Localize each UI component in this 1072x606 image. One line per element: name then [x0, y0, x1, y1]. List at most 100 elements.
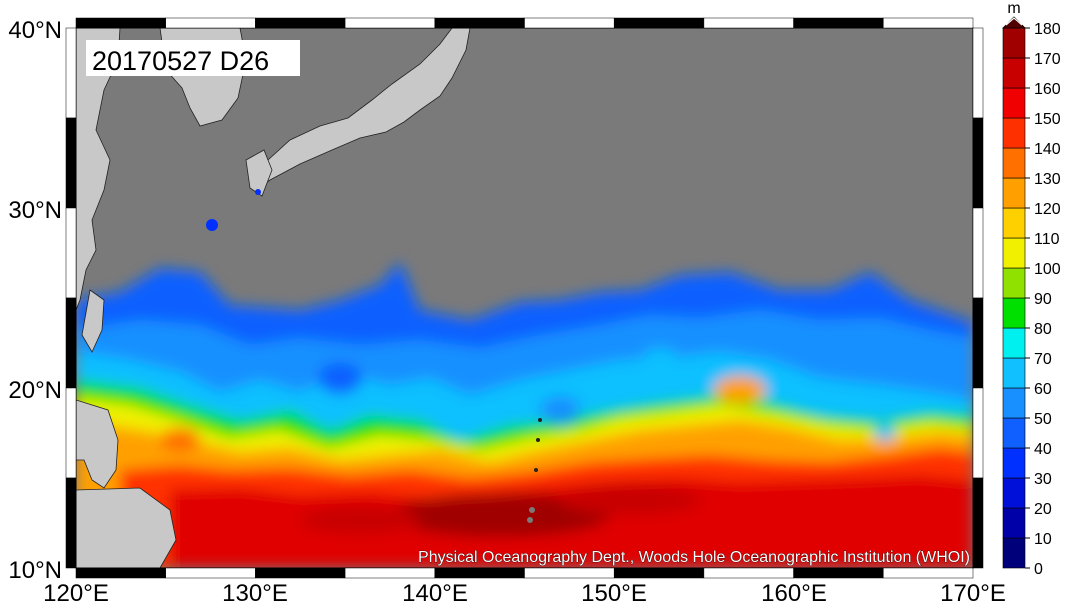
- colorbar-swatch: [1002, 117, 1026, 149]
- lat-label-40: 40°N: [8, 17, 62, 44]
- frame-segment-top: [793, 17, 884, 29]
- depth-patch-eddy-2: [540, 396, 580, 424]
- colorbar-tick-label: 70: [1034, 351, 1052, 368]
- longitude-axis: 120°E 130°E 140°E 150°E 160°E 170°E: [43, 580, 1006, 606]
- frame-segment-top: [613, 17, 705, 29]
- frame-segment-left: [65, 387, 77, 479]
- depth-patch-deep: [390, 493, 610, 537]
- colorbar-ticks: 0 10 20 30 40 50 60 70 80 90 100 110 120 130 140 150 160…: [1025, 21, 1061, 578]
- map-plot-area: 20170527 D26 Physical Oceanography Dept.…: [76, 28, 973, 568]
- frame-segment-top: [524, 17, 615, 29]
- frame-segment-bottom: [344, 567, 436, 579]
- date-label: 20170527 D26: [92, 46, 269, 76]
- frame-segment-top: [344, 17, 436, 29]
- colorbar-swatch: [1002, 507, 1026, 539]
- colorbar-tick-label: 30: [1034, 471, 1052, 488]
- frame-segment-top: [165, 17, 256, 29]
- colorbar-swatch: [1002, 207, 1026, 239]
- colorbar-swatch: [1002, 477, 1026, 509]
- colorbar-unit: m: [1007, 0, 1020, 17]
- colorbar-tick-label: 140: [1034, 141, 1061, 158]
- colorbar-swatch: [1002, 537, 1026, 569]
- frame-segment-top: [703, 17, 794, 29]
- depth-field: [76, 262, 973, 568]
- frame-segment-bottom: [524, 567, 615, 579]
- depth-patch-deep-3: [300, 506, 420, 534]
- colorbar-tick-label: 20: [1034, 501, 1052, 518]
- colorbar-tick-label: 150: [1034, 111, 1061, 128]
- frame-segment-right: [972, 477, 984, 569]
- depth-patch-eddy-4: [875, 423, 895, 441]
- colorbar-swatch: [1002, 447, 1026, 479]
- colorbar-tick-label: 180: [1034, 21, 1061, 38]
- lon-label-140: 140°E: [402, 580, 468, 606]
- frame-segment-left: [65, 117, 77, 209]
- colorbar-tick-label: 110: [1034, 231, 1060, 248]
- frame-segment-bottom: [883, 567, 974, 579]
- frame-segment-bottom: [793, 567, 884, 579]
- land: [76, 28, 471, 568]
- frame-segment-bottom: [703, 567, 794, 579]
- colorbar: m 0 10 20 30 40 50 60 70 80 90 100 110 120 130 140 150 1…: [1002, 0, 1061, 578]
- colorbar-swatch: [1002, 237, 1026, 269]
- frame-segment-right: [972, 207, 984, 299]
- lon-label-120: 120°E: [43, 580, 109, 606]
- lon-label-170: 170°E: [940, 580, 1006, 606]
- colorbar-tick-label: 60: [1034, 381, 1052, 398]
- land-taiwan: [81, 289, 105, 353]
- colorbar-tick-label: 50: [1034, 411, 1052, 428]
- lon-label-130: 130°E: [222, 580, 288, 606]
- lat-label-20: 20°N: [8, 377, 62, 404]
- date-label-box: 20170527 D26: [86, 40, 300, 76]
- colorbar-tick-label: 130: [1034, 171, 1061, 188]
- land-visayas: [76, 487, 177, 568]
- frame-segment-left: [65, 477, 77, 569]
- frame-segment-bottom: [255, 567, 346, 579]
- map-frame: [65, 17, 984, 579]
- frame-segment-top: [883, 17, 974, 29]
- depth-patch-warm-2: [160, 428, 200, 452]
- colorbar-swatches: [1002, 16, 1026, 569]
- frame-segment-right: [972, 387, 984, 479]
- frame-segment-left: [65, 297, 77, 389]
- frame-segment-right: [972, 117, 984, 209]
- lon-label-150: 150°E: [581, 580, 647, 606]
- colorbar-tick-label: 160: [1034, 81, 1061, 98]
- depth-patch-eddy-3: [642, 348, 678, 372]
- frame-segment-left: [65, 27, 77, 119]
- colorbar-extend-arrow: [1005, 17, 1023, 26]
- colorbar-swatch: [1002, 177, 1026, 209]
- frame-segment-bottom: [613, 567, 705, 579]
- colorbar-tick-label: 100: [1034, 261, 1061, 278]
- lat-label-30: 30°N: [8, 197, 62, 224]
- credit-text: Physical Oceanography Dept., Woods Hole …: [418, 549, 970, 566]
- frame-segment-bottom: [434, 567, 525, 579]
- colorbar-swatch: [1002, 387, 1026, 419]
- latitude-axis: 40°N 30°N 20°N 10°N: [8, 17, 62, 584]
- colorbar-tick-label: 120: [1034, 201, 1061, 218]
- colorbar-swatch: [1002, 57, 1026, 89]
- lon-label-160: 160°E: [761, 580, 827, 606]
- colorbar-swatch: [1002, 357, 1026, 389]
- depth-patch-warm: [714, 376, 766, 404]
- colorbar-swatch: [1002, 267, 1026, 299]
- colorbar-swatch: [1002, 417, 1026, 449]
- colorbar-tick-label: 170: [1034, 51, 1061, 68]
- frame-segment-top: [434, 17, 525, 29]
- frame-segment-bottom: [75, 567, 166, 579]
- colorbar-tick-label: 80: [1034, 321, 1052, 338]
- colorbar-swatch: [1002, 87, 1026, 119]
- colorbar-tick-label: 10: [1034, 531, 1052, 548]
- colorbar-swatch: [1002, 27, 1026, 59]
- frame-segment-bottom: [165, 567, 256, 579]
- land-kyushu: [245, 149, 273, 197]
- colorbar-tick-label: 0: [1034, 561, 1043, 578]
- colorbar-swatch: [1002, 327, 1026, 359]
- frame-segment-right: [972, 27, 984, 119]
- land-luzon: [76, 399, 119, 489]
- colorbar-swatch: [1002, 297, 1026, 329]
- frame-segment-right: [972, 297, 984, 389]
- depth-patch-deep-2: [560, 485, 700, 515]
- colorbar-tick-label: 90: [1034, 291, 1052, 308]
